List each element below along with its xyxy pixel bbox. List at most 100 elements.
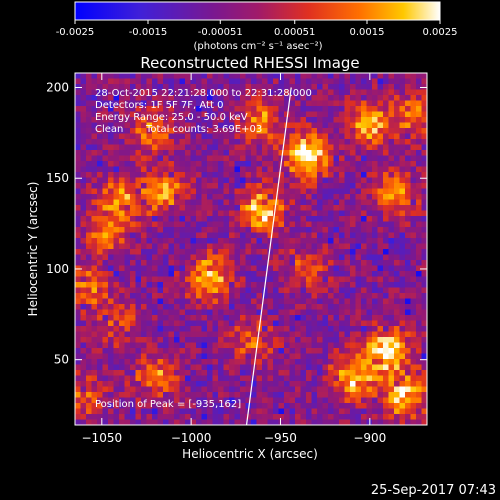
- heatmap-cell: [410, 194, 417, 200]
- heatmap-cell: [201, 133, 208, 140]
- heatmap-cell: [361, 177, 367, 184]
- heatmap-cell: [97, 397, 103, 404]
- heatmap-cell: [190, 254, 197, 261]
- heatmap-cell: [108, 232, 114, 239]
- heatmap-cell: [278, 111, 285, 118]
- heatmap-cell: [394, 320, 400, 327]
- heatmap-cell: [322, 73, 329, 79]
- heatmap-cell: [273, 386, 279, 393]
- heatmap-cell: [75, 342, 81, 349]
- heatmap-cell: [141, 298, 147, 305]
- heatmap-cell: [300, 199, 307, 206]
- x-tick-label: −1050: [82, 431, 123, 445]
- heatmap-cell: [251, 392, 257, 398]
- heatmap-cell: [350, 309, 356, 316]
- heatmap-cell: [75, 243, 81, 250]
- heatmap-cell: [146, 166, 153, 173]
- heatmap-cell: [190, 282, 197, 288]
- heatmap-cell: [174, 210, 180, 217]
- heatmap-cell: [229, 408, 235, 415]
- heatmap-cell: [405, 243, 411, 250]
- heatmap-cell: [124, 177, 131, 184]
- heatmap-cell: [284, 144, 290, 151]
- heatmap-cell: [372, 414, 378, 420]
- heatmap-cell: [416, 144, 422, 151]
- heatmap-cell: [91, 419, 98, 426]
- heatmap-cell: [141, 414, 147, 420]
- heatmap-cell: [75, 232, 81, 239]
- heatmap-cell: [388, 221, 395, 228]
- heatmap-cell: [146, 150, 153, 156]
- heatmap-cell: [377, 78, 384, 85]
- heatmap-cell: [212, 276, 219, 283]
- heatmap-cell: [245, 392, 252, 398]
- heatmap-cell: [399, 89, 406, 96]
- heatmap-cell: [300, 232, 307, 239]
- heatmap-cell: [113, 320, 120, 327]
- heatmap-cell: [196, 337, 202, 343]
- heatmap-cell: [333, 172, 340, 178]
- heatmap-cell: [229, 386, 235, 393]
- heatmap-cell: [113, 194, 120, 200]
- heatmap-cell: [75, 381, 81, 387]
- heatmap-cell: [124, 304, 131, 310]
- heatmap-cell: [295, 265, 301, 272]
- heatmap-cell: [240, 166, 246, 173]
- heatmap-cell: [196, 172, 202, 178]
- heatmap-cell: [157, 128, 164, 134]
- heatmap-cell: [135, 298, 142, 305]
- heatmap-cell: [157, 188, 164, 195]
- heatmap-cell: [328, 227, 334, 233]
- heatmap-cell: [108, 326, 114, 332]
- heatmap-cell: [267, 414, 274, 420]
- heatmap-cell: [394, 249, 400, 255]
- heatmap-cell: [388, 194, 395, 200]
- heatmap-cell: [317, 194, 323, 200]
- heatmap-cell: [157, 172, 164, 178]
- heatmap-cell: [278, 282, 285, 288]
- heatmap-cell: [273, 414, 279, 420]
- heatmap-cell: [405, 139, 411, 145]
- heatmap-cell: [256, 117, 263, 123]
- heatmap-cell: [344, 260, 351, 266]
- heatmap-cell: [97, 89, 103, 96]
- heatmap-cell: [75, 100, 81, 107]
- heatmap-cell: [196, 106, 202, 112]
- heatmap-cell: [113, 271, 120, 277]
- heatmap-cell: [311, 337, 318, 343]
- heatmap-cell: [295, 78, 301, 85]
- heatmap-cell: [339, 78, 345, 85]
- heatmap-cell: [256, 364, 263, 371]
- heatmap-cell: [141, 364, 147, 371]
- heatmap-cell: [399, 408, 406, 415]
- heatmap-cell: [273, 265, 279, 272]
- heatmap-cell: [388, 353, 395, 360]
- heatmap-cell: [168, 265, 175, 272]
- heatmap-cell: [416, 172, 422, 178]
- heatmap-cell: [251, 128, 257, 134]
- heatmap-cell: [333, 403, 340, 409]
- heatmap-cell: [300, 419, 307, 426]
- heatmap-cell: [168, 320, 175, 327]
- heatmap-cell: [383, 260, 389, 266]
- heatmap-cell: [91, 392, 98, 398]
- heatmap-cell: [273, 106, 279, 112]
- heatmap-cell: [119, 353, 125, 360]
- heatmap-cell: [361, 326, 367, 332]
- heatmap-cell: [394, 287, 400, 294]
- heatmap-cell: [185, 205, 191, 211]
- heatmap-cell: [91, 293, 98, 299]
- heatmap-cell: [174, 337, 180, 343]
- heatmap-cell: [421, 183, 428, 189]
- heatmap-cell: [311, 271, 318, 277]
- heatmap-cell: [91, 150, 98, 156]
- heatmap-cell: [295, 111, 301, 118]
- heatmap-cell: [135, 166, 142, 173]
- heatmap-cell: [223, 227, 230, 233]
- heatmap-cell: [141, 227, 147, 233]
- heatmap-cell: [361, 205, 367, 211]
- heatmap-cell: [306, 381, 312, 387]
- heatmap-cell: [146, 309, 153, 316]
- heatmap-cell: [168, 348, 175, 354]
- heatmap-cell: [289, 353, 296, 360]
